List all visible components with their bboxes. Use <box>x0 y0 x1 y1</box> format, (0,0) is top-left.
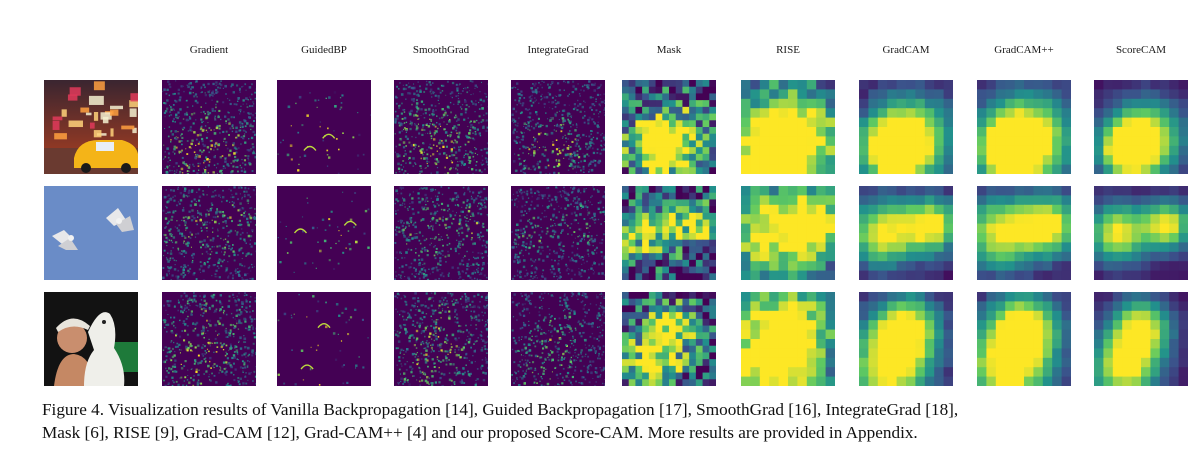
saliency-map-rise-row-2-drawing <box>741 186 835 280</box>
column-label-guidedbp: GuidedBP <box>301 44 347 56</box>
saliency-map-guidedbp-row-1 <box>277 80 371 174</box>
original-image-taxi-street-scene <box>44 80 138 174</box>
saliency-map-gradcam-row-1 <box>859 80 953 174</box>
column-label-integrategrad: IntegrateGrad <box>527 44 589 56</box>
saliency-map-guidedbp-row-1-drawing <box>277 80 371 174</box>
saliency-map-gradcam-row-2-drawing <box>859 186 953 280</box>
saliency-map-smoothgrad-row-2-drawing <box>394 186 488 280</box>
saliency-map-gradient-row-2-drawing <box>162 186 256 280</box>
original-image-taxi-street-scene-drawing <box>44 80 138 174</box>
saliency-map-gradient-row-1 <box>162 80 256 174</box>
saliency-map-gradient-row-3 <box>162 292 256 386</box>
saliency-map-scorecam-row-1 <box>1094 80 1188 174</box>
saliency-map-integrategrad-row-2 <box>511 186 605 280</box>
saliency-map-smoothgrad-row-3 <box>394 292 488 386</box>
column-label-scorecam: ScoreCAM <box>1115 44 1167 56</box>
saliency-map-smoothgrad-row-1 <box>394 80 488 174</box>
saliency-map-gradcam-row-1-drawing <box>859 80 953 174</box>
saliency-map-scorecam-row-1-drawing <box>1094 80 1188 174</box>
saliency-map-mask-row-2 <box>622 186 716 280</box>
saliency-map-scorecam-row-3-drawing <box>1094 292 1188 386</box>
figure-caption: Figure 4. Visualization results of Vanil… <box>42 398 1192 444</box>
saliency-map-integrategrad-row-1-drawing <box>511 80 605 174</box>
saliency-map-gradcamplusplus-row-3 <box>977 292 1071 386</box>
saliency-map-gradcam-row-3 <box>859 292 953 386</box>
saliency-map-scorecam-row-2-drawing <box>1094 186 1188 280</box>
saliency-map-guidedbp-row-3-drawing <box>277 292 371 386</box>
saliency-map-smoothgrad-row-1-drawing <box>394 80 488 174</box>
saliency-map-gradcamplusplus-row-2 <box>977 186 1071 280</box>
saliency-map-mask-row-3 <box>622 292 716 386</box>
column-label-gradcamplusplus: GradCAM++ <box>994 44 1054 56</box>
saliency-map-mask-row-3-drawing <box>622 292 716 386</box>
original-image-girl-with-dog <box>44 292 138 386</box>
column-label-gradient: Gradient <box>189 44 229 56</box>
saliency-map-rise-row-1 <box>741 80 835 174</box>
saliency-map-integrategrad-row-2-drawing <box>511 186 605 280</box>
column-label-mask: Mask <box>656 44 682 56</box>
saliency-map-gradient-row-1-drawing <box>162 80 256 174</box>
saliency-map-guidedbp-row-2-drawing <box>277 186 371 280</box>
saliency-map-rise-row-2 <box>741 186 835 280</box>
saliency-map-integrategrad-row-1 <box>511 80 605 174</box>
saliency-map-rise-row-1-drawing <box>741 80 835 174</box>
saliency-map-smoothgrad-row-3-drawing <box>394 292 488 386</box>
saliency-map-integrategrad-row-3 <box>511 292 605 386</box>
original-image-two-birds-sky <box>44 186 138 280</box>
column-label-gradcam: GradCAM <box>882 44 930 56</box>
caption-line-1: Figure 4. Visualization results of Vanil… <box>42 400 959 419</box>
saliency-map-gradcam-row-3-drawing <box>859 292 953 386</box>
saliency-map-guidedbp-row-2 <box>277 186 371 280</box>
saliency-map-scorecam-row-3 <box>1094 292 1188 386</box>
saliency-map-mask-row-1-drawing <box>622 80 716 174</box>
saliency-map-scorecam-row-2 <box>1094 186 1188 280</box>
saliency-map-gradient-row-2 <box>162 186 256 280</box>
saliency-map-mask-row-2-drawing <box>622 186 716 280</box>
column-label-rise: RISE <box>776 44 800 56</box>
saliency-map-rise-row-3-drawing <box>741 292 835 386</box>
saliency-map-gradient-row-3-drawing <box>162 292 256 386</box>
saliency-map-gradcamplusplus-row-1-drawing <box>977 80 1071 174</box>
saliency-map-gradcamplusplus-row-1 <box>977 80 1071 174</box>
saliency-map-guidedbp-row-3 <box>277 292 371 386</box>
saliency-map-integrategrad-row-3-drawing <box>511 292 605 386</box>
saliency-map-gradcamplusplus-row-3-drawing <box>977 292 1071 386</box>
caption-line-2: Mask [6], RISE [9], Grad-CAM [12], Grad-… <box>42 423 918 442</box>
saliency-map-smoothgrad-row-2 <box>394 186 488 280</box>
original-image-two-birds-sky-drawing <box>44 186 138 280</box>
saliency-map-gradcamplusplus-row-2-drawing <box>977 186 1071 280</box>
original-image-girl-with-dog-drawing <box>44 292 138 386</box>
saliency-map-mask-row-1 <box>622 80 716 174</box>
saliency-map-rise-row-3 <box>741 292 835 386</box>
column-label-smoothgrad: SmoothGrad <box>412 44 470 56</box>
saliency-map-gradcam-row-2 <box>859 186 953 280</box>
